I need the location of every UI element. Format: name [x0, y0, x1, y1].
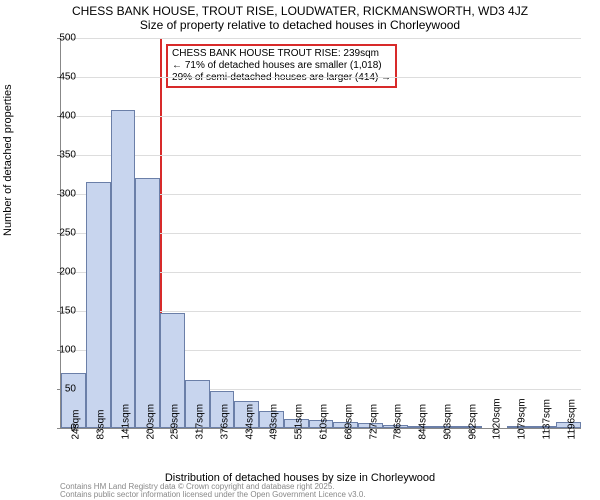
bar	[111, 110, 136, 428]
y-tick-label: 350	[46, 150, 76, 161]
annotation-line3: 29% of semi-detached houses are larger (…	[172, 72, 391, 84]
grid-line	[61, 38, 581, 39]
y-tick-label: 100	[46, 345, 76, 356]
y-tick-label: 300	[46, 189, 76, 200]
bar	[135, 178, 160, 428]
annotation-line2: ← 71% of detached houses are smaller (1,…	[172, 60, 391, 72]
grid-line	[61, 116, 581, 117]
chart-container: CHESS BANK HOUSE, TROUT RISE, LOUDWATER,…	[0, 0, 600, 500]
y-tick-label: 50	[46, 384, 76, 395]
y-tick-label: 200	[46, 267, 76, 278]
plot-area: CHESS BANK HOUSE TROUT RISE: 239sqm ← 71…	[60, 38, 581, 429]
annotation-line1: CHESS BANK HOUSE TROUT RISE: 239sqm	[172, 48, 391, 60]
y-tick-label: 150	[46, 306, 76, 317]
y-tick-label: 500	[46, 33, 76, 44]
y-tick-label: 450	[46, 72, 76, 83]
y-tick-label: 400	[46, 111, 76, 122]
annotation-box: CHESS BANK HOUSE TROUT RISE: 239sqm ← 71…	[166, 44, 397, 88]
chart-title-sub: Size of property relative to detached ho…	[0, 18, 600, 34]
bar	[86, 182, 111, 428]
footer-line2: Contains public sector information licen…	[60, 491, 366, 499]
footer-note: Contains HM Land Registry data © Crown c…	[60, 483, 366, 499]
grid-line	[61, 155, 581, 156]
y-axis-label: Number of detached properties	[2, 84, 14, 236]
y-tick-label: 250	[46, 228, 76, 239]
chart-title-main: CHESS BANK HOUSE, TROUT RISE, LOUDWATER,…	[0, 0, 600, 18]
grid-line	[61, 77, 581, 78]
